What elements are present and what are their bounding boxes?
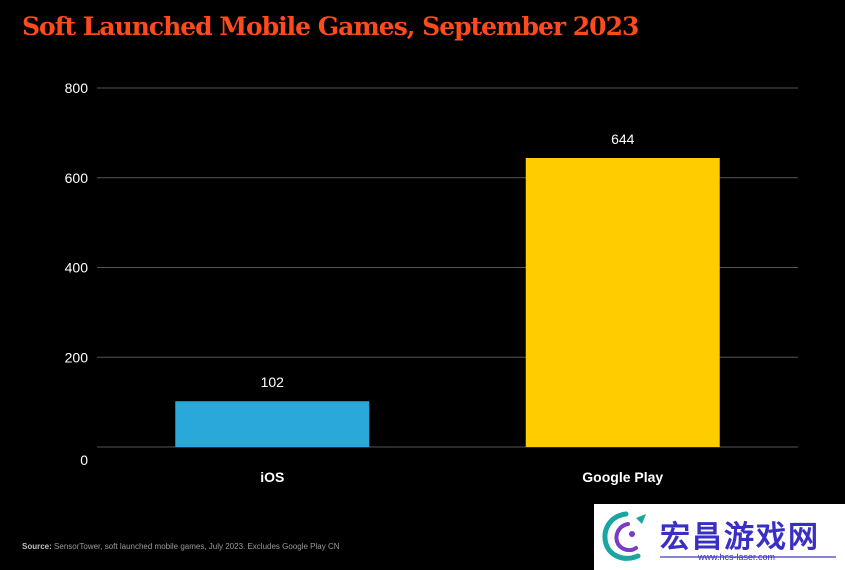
y-tick-label: 600: [65, 170, 89, 186]
data-label: 102: [261, 374, 285, 390]
y-tick-label: 800: [65, 80, 89, 96]
source-label: Source:: [22, 542, 52, 551]
data-labels: 102 644: [261, 131, 635, 390]
bars: [175, 158, 720, 447]
y-tick-label: 200: [65, 349, 89, 365]
data-label: 644: [611, 131, 635, 147]
watermark-url: www.hcs-laser.com: [698, 552, 776, 562]
dragon-logo-icon: [602, 511, 646, 561]
watermark-text: 宏昌游戏网: [660, 520, 820, 555]
y-axis-ticks: 0 200 400 600 800: [65, 80, 89, 468]
bar-ios: [175, 401, 370, 447]
source-text: SensorTower, soft launched mobile games,…: [54, 542, 340, 551]
watermark-underline: [660, 556, 836, 558]
bar-google-play: [525, 158, 720, 447]
watermark: 宏昌游戏网 www.hcs-laser.com: [594, 504, 845, 570]
y-tick-label: 0: [80, 452, 88, 468]
x-axis-categories: iOS Google Play: [260, 469, 663, 485]
chart-title: Soft Launched Mobile Games, September 20…: [22, 12, 639, 41]
x-category-label: Google Play: [582, 469, 663, 485]
y-tick-label: 400: [65, 260, 89, 276]
source-note: Source: SensorTower, soft launched mobil…: [22, 542, 340, 551]
x-category-label: iOS: [260, 469, 284, 485]
